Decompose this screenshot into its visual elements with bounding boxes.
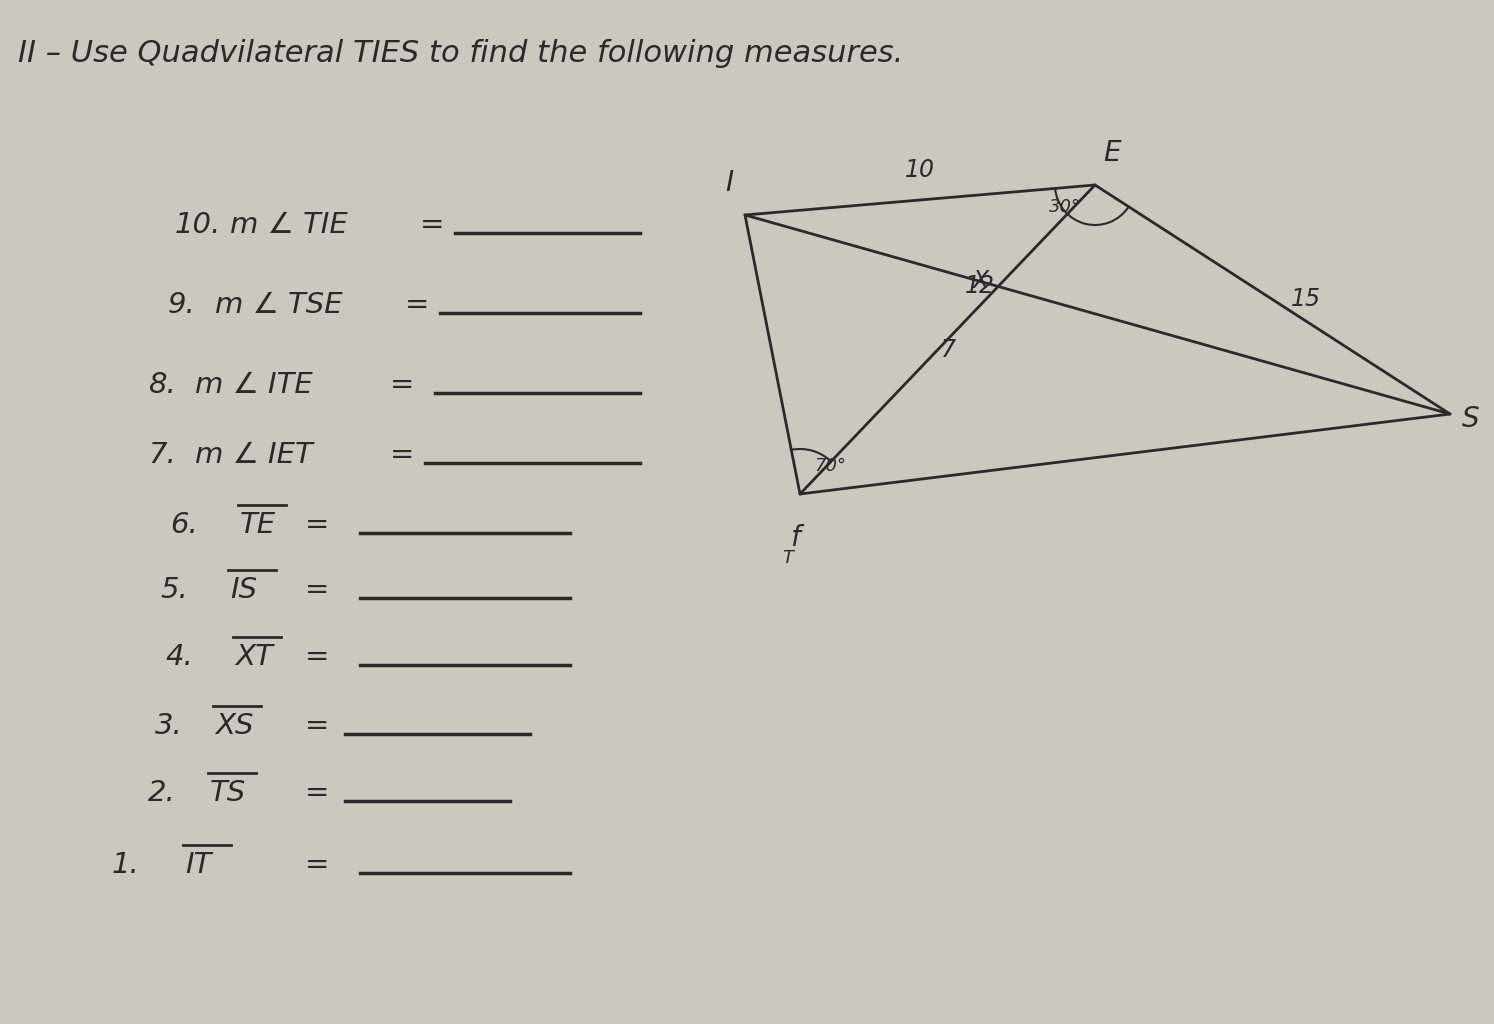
Text: 1.: 1. (112, 851, 140, 879)
Text: 10: 10 (905, 158, 935, 182)
Text: 5.: 5. (160, 575, 188, 604)
Text: m ∠ IET: m ∠ IET (196, 441, 312, 469)
Text: 70°: 70° (814, 457, 846, 475)
Text: 7.: 7. (148, 441, 176, 469)
Text: 4.: 4. (164, 643, 193, 671)
Text: 9.: 9. (167, 291, 196, 319)
Text: =: = (305, 851, 329, 879)
Text: I: I (725, 169, 734, 197)
Text: XT: XT (235, 643, 273, 671)
Text: 7: 7 (941, 338, 956, 361)
Text: 2.: 2. (148, 779, 176, 807)
Text: =: = (305, 712, 329, 740)
Text: IT: IT (185, 851, 211, 879)
Text: =: = (390, 371, 414, 399)
Text: =: = (305, 643, 329, 671)
Text: X: X (973, 269, 988, 294)
Text: =: = (390, 441, 414, 469)
Text: T: T (783, 549, 793, 567)
Text: m ∠ TSE: m ∠ TSE (215, 291, 342, 319)
Text: m ∠ ITE: m ∠ ITE (196, 371, 312, 399)
Text: S: S (1463, 406, 1479, 433)
Text: 8.: 8. (148, 371, 176, 399)
Text: 3.: 3. (155, 712, 182, 740)
Text: =: = (305, 779, 329, 807)
Text: XS: XS (215, 712, 254, 740)
Text: 15: 15 (1291, 288, 1321, 311)
Text: TE: TE (241, 511, 276, 539)
Text: f: f (790, 524, 799, 552)
Text: =: = (405, 291, 429, 319)
Text: 10.: 10. (175, 211, 221, 239)
Text: 6.: 6. (170, 511, 197, 539)
Text: TS: TS (211, 779, 247, 807)
Text: =: = (305, 575, 329, 604)
Text: IS: IS (230, 575, 257, 604)
Text: =: = (420, 211, 444, 239)
Text: =: = (305, 511, 329, 539)
Text: 30°: 30° (1049, 198, 1082, 216)
Text: E: E (1103, 139, 1120, 167)
Text: II – Use Quadvilateral TIES to find the following measures.: II – Use Quadvilateral TIES to find the … (18, 39, 904, 68)
Text: m ∠ TIE: m ∠ TIE (230, 211, 348, 239)
Text: 12: 12 (965, 273, 995, 298)
